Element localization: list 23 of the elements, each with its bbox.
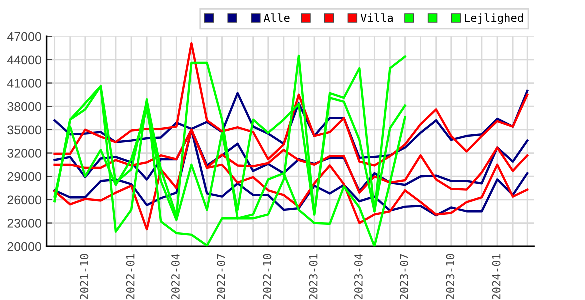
x-tick-label: 2022-07 [217,254,226,300]
y-tick-label: 23000 [8,219,42,228]
y-tick-label: 20000 [8,242,42,252]
x-tick-label: 2022-10 [263,254,272,300]
x-tick-label: 2024-01 [492,254,501,300]
legend-label: Villa [360,14,393,22]
y-tick-label: 26000 [8,196,42,205]
y-tick-label: 32000 [8,149,42,158]
x-tick-label: 2022-01 [126,254,135,300]
y-tick-label: 29000 [8,172,42,182]
legend-label: Alle [264,14,290,22]
y-tick-label: 35000 [8,126,42,135]
y-tick-label: 44000 [7,56,42,65]
y-tick-label: 38000 [8,102,42,112]
x-tick-label: 2022-04 [171,254,180,300]
x-tick-label: 2023-10 [446,254,455,300]
legend-label: Lejlighed [465,14,524,24]
y-tick-label: 47000 [7,32,42,42]
x-tick-label: 2023-04 [354,254,363,300]
x-tick-label: 2021-10 [80,254,89,300]
y-tick-label: 41000 [7,79,42,88]
x-tick-label: 2023-07 [400,254,409,300]
x-tick-label: 2023-01 [309,254,318,300]
